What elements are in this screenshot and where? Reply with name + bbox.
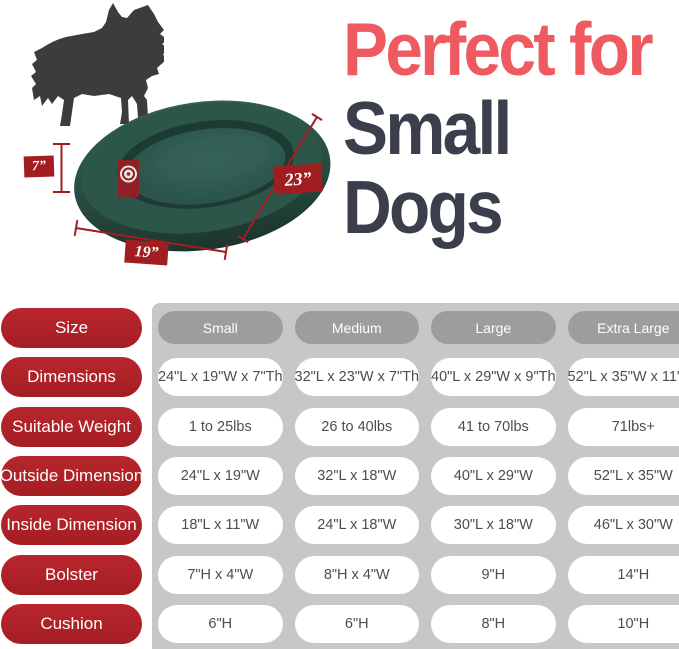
table-cell: 41 to 70lbs: [425, 402, 562, 451]
dog-silhouette-icon: [31, 3, 164, 126]
table-cell: 8"H x 4"W: [289, 550, 426, 599]
value-pill: 6"H: [294, 605, 420, 644]
table-cell: 9"H: [425, 550, 562, 599]
value-pill: 52"L x 35"W: [567, 456, 679, 495]
column-header-small: Small: [152, 303, 289, 352]
brand-tag: [118, 160, 139, 197]
table-cell: 10"H: [562, 600, 679, 649]
row-header-cushion: Cushion: [0, 600, 152, 649]
row-label-pill: Outside Dimension: [0, 455, 143, 496]
row-label-pill: Cushion: [1, 604, 142, 645]
column-header-extra-large: Extra Large: [562, 303, 679, 352]
table-cell: 6"H: [289, 600, 426, 649]
row-label-pill: Size: [1, 307, 142, 348]
value-pill: 8"H x 4"W: [294, 555, 420, 594]
table-cell: 24"L x 18"W: [289, 501, 426, 550]
table-cell: 32"L x 18"W: [289, 451, 426, 500]
table-cell: 14"H: [562, 550, 679, 599]
row-header-dimensions: Dimensions: [0, 352, 152, 401]
column-header-pill: Medium: [294, 311, 420, 345]
value-pill: 24"L x 19"W x 7"Th: [158, 358, 283, 397]
headline-accent-line: Perfect for: [343, 7, 654, 91]
headline-line-dogs: Dogs: [343, 165, 504, 249]
width-label: 19”: [124, 239, 169, 266]
table-cell: 8"H: [425, 600, 562, 649]
table-cell: 71lbs+: [562, 402, 679, 451]
row-label-pill: Suitable Weight: [1, 406, 142, 447]
row-header-bolster: Bolster: [0, 550, 152, 599]
value-pill: 1 to 25lbs: [158, 407, 283, 446]
row-header-outside-dimension: Outside Dimension: [0, 451, 152, 500]
value-pill: 9"H: [431, 555, 556, 594]
table-cell: 52"L x 35"W: [562, 451, 679, 500]
value-pill: 24"L x 19"W: [158, 456, 283, 495]
value-pill: 10"H: [567, 605, 679, 644]
table-cell: 6"H: [152, 600, 289, 649]
row-header-size: Size: [0, 303, 152, 352]
row-header-inside-dimension: Inside Dimension: [0, 501, 152, 550]
value-pill: 7"H x 4"W: [158, 555, 283, 594]
table-cell: 52"L x 35"W x 11"Th: [562, 352, 679, 401]
value-pill: 8"H: [431, 605, 556, 644]
table-cell: 18"L x 11"W: [152, 501, 289, 550]
value-pill: 18"L x 11"W: [158, 506, 283, 545]
row-header-suitable-weight: Suitable Weight: [0, 402, 152, 451]
value-pill: 14"H: [567, 555, 679, 594]
row-label-pill: Bolster: [1, 554, 142, 595]
column-header-pill: Extra Large: [567, 311, 679, 345]
row-label-pill: Inside Dimension: [1, 505, 142, 546]
headline-line-small: Small: [343, 86, 512, 170]
value-pill: 32"L x 23"W x 7"Th: [294, 358, 420, 397]
table-cell: 24"L x 19"W x 7"Th: [152, 352, 289, 401]
value-pill: 6"H: [158, 605, 283, 644]
value-pill: 52"L x 35"W x 11"Th: [567, 358, 679, 397]
table-cell: 40"L x 29"W x 9"Th: [425, 352, 562, 401]
value-pill: 32"L x 18"W: [294, 456, 420, 495]
value-pill: 40"L x 29"W x 9"Th: [431, 358, 556, 397]
size-chart-grid: Size Small Medium Large Extra Large Dime…: [0, 303, 679, 649]
column-header-pill: Small: [158, 311, 283, 345]
value-pill: 26 to 40lbs: [294, 407, 420, 446]
column-header-large: Large: [425, 303, 562, 352]
value-pill: 71lbs+: [567, 407, 679, 446]
value-pill: 30"L x 18"W: [431, 506, 556, 545]
column-header-pill: Large: [431, 311, 556, 345]
value-pill: 41 to 70lbs: [431, 407, 556, 446]
hero-section: 7” 23” 19” Perfect for Small Dogs: [0, 0, 679, 303]
diagonal-length-label: 23”: [273, 163, 323, 195]
bolster-height-label: 7”: [23, 155, 55, 178]
table-cell: 40"L x 29"W: [425, 451, 562, 500]
size-chart: Size Small Medium Large Extra Large Dime…: [0, 303, 679, 649]
value-pill: 46"L x 30"W: [567, 506, 679, 545]
table-cell: 24"L x 19"W: [152, 451, 289, 500]
table-cell: 32"L x 23"W x 7"Th: [289, 352, 426, 401]
table-cell: 1 to 25lbs: [152, 402, 289, 451]
table-cell: 46"L x 30"W: [562, 501, 679, 550]
value-pill: 40"L x 29"W: [431, 456, 556, 495]
column-header-medium: Medium: [289, 303, 426, 352]
row-label-pill: Dimensions: [1, 357, 142, 398]
table-cell: 7"H x 4"W: [152, 550, 289, 599]
table-cell: 26 to 40lbs: [289, 402, 426, 451]
value-pill: 24"L x 18"W: [294, 506, 420, 545]
headline: Perfect for Small Dogs: [343, 7, 654, 249]
table-cell: 30"L x 18"W: [425, 501, 562, 550]
